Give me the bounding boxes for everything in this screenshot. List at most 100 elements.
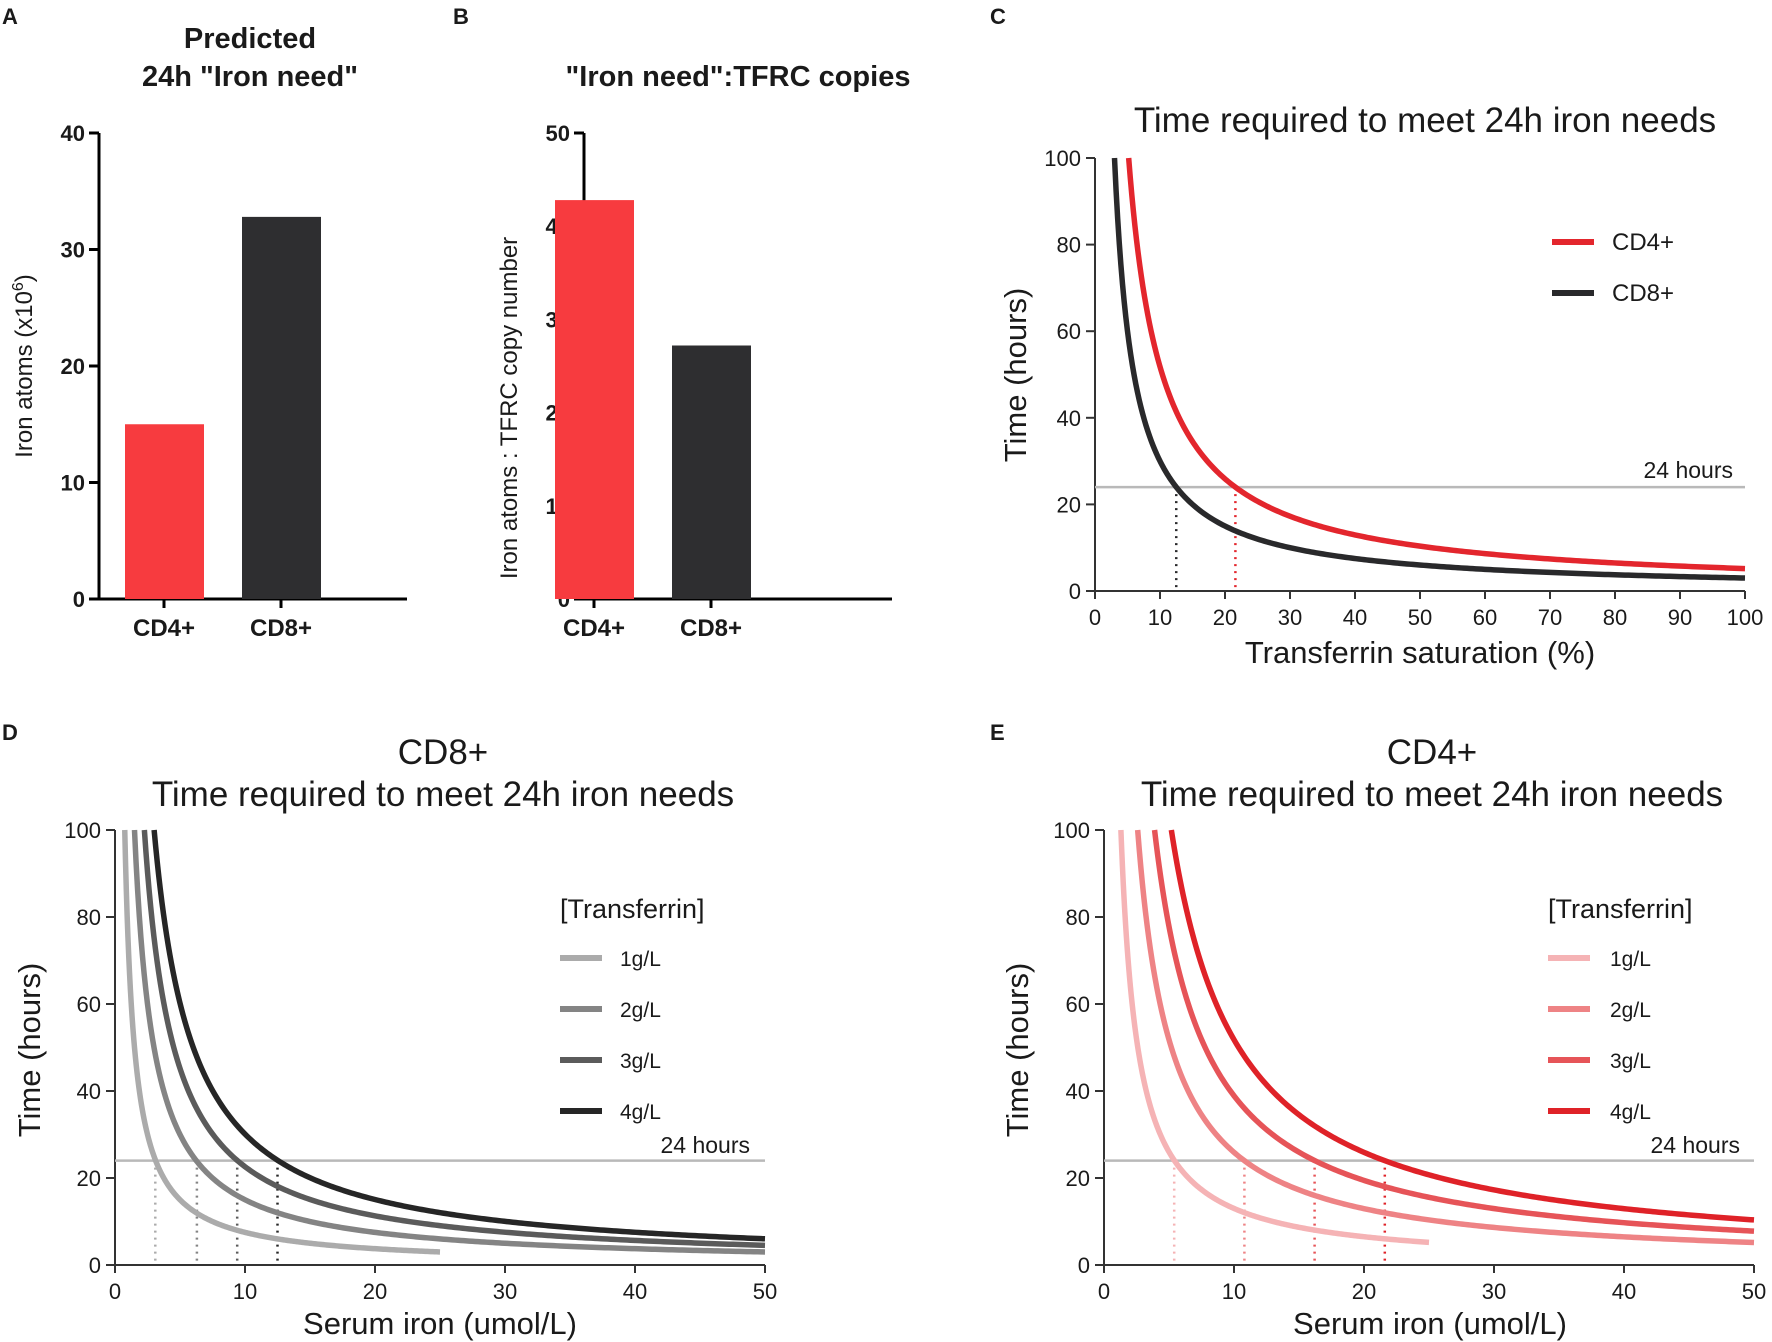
legend-label: 4g/L <box>1610 1101 1651 1124</box>
series-line-1g-per-l <box>122 829 441 1255</box>
x-tick-label: 40 <box>1612 1279 1636 1304</box>
panel-c-y-label: Time (hours) <box>998 288 1033 463</box>
x-tick-label: 30 <box>1482 1279 1506 1304</box>
y-tick-label: 0 <box>1078 1253 1090 1278</box>
x-category-label: CD4+ <box>133 615 195 642</box>
series-line-cd4-plus <box>1125 157 1746 572</box>
x-tick-label: 30 <box>1278 605 1302 630</box>
x-category-label: CD4+ <box>563 615 625 642</box>
x-tick-label: 90 <box>1668 605 1692 630</box>
y-tick-label: 20 <box>77 1166 101 1191</box>
legend-label: 3g/L <box>620 1050 661 1073</box>
y-tick-label: 10 <box>61 471 85 496</box>
panel-letter-b: B <box>453 4 469 29</box>
panel-letter-d: D <box>2 720 18 745</box>
x-tick-label: 50 <box>1408 605 1432 630</box>
y-tick-label: 60 <box>1066 992 1090 1017</box>
y-tick-label: 50 <box>546 121 570 146</box>
bar-cd4-plus <box>555 200 634 599</box>
y-tick-label: 20 <box>1066 1166 1090 1191</box>
bar-cd8-plus <box>242 216 321 599</box>
x-tick-label: 80 <box>1603 605 1627 630</box>
panel-d-x-label: Serum iron (umol/L) <box>303 1306 577 1341</box>
y-tick-label: 30 <box>61 238 85 263</box>
x-tick-label: 20 <box>1352 1279 1376 1304</box>
y-tick-label: 0 <box>1069 579 1081 604</box>
reference-line-label: 24 hours <box>1650 1132 1740 1158</box>
x-tick-label: 30 <box>493 1279 517 1304</box>
series-line-2g-per-l <box>131 829 766 1255</box>
reference-line-label: 24 hours <box>660 1132 750 1158</box>
panel-d-subtitle: Time required to meet 24h iron needs <box>152 775 734 814</box>
panel-c-x-label: Transferrin saturation (%) <box>1245 635 1595 670</box>
legend-label: 2g/L <box>620 999 661 1022</box>
panel-e-x-label: Serum iron (umol/L) <box>1293 1306 1567 1341</box>
panel-d-title: CD8+ <box>398 733 488 772</box>
legend-title: [Transferrin] <box>560 894 705 924</box>
y-tick-label: 80 <box>77 905 101 930</box>
x-tick-label: 60 <box>1473 605 1497 630</box>
panel-letter-a: A <box>2 4 18 29</box>
y-tick-label: 0 <box>73 587 85 612</box>
bar-cd4-plus <box>125 424 204 599</box>
legend-label: CD8+ <box>1612 280 1674 307</box>
series-line-cd8-plus <box>1111 157 1746 581</box>
x-tick-label: 100 <box>1727 605 1764 630</box>
panel-e-title: CD4+ <box>1387 733 1477 772</box>
x-tick-label: 0 <box>109 1279 121 1304</box>
x-tick-label: 10 <box>233 1279 257 1304</box>
panel-e-y-label: Time (hours) <box>1000 963 1035 1138</box>
y-tick-label: 40 <box>1057 406 1081 431</box>
x-category-label: CD8+ <box>680 615 742 642</box>
panel-c-title: Time required to meet 24h iron needs <box>1134 101 1716 140</box>
x-tick-label: 10 <box>1222 1279 1246 1304</box>
y-tick-label: 40 <box>61 121 85 146</box>
x-tick-label: 50 <box>1742 1279 1766 1304</box>
panel-d-y-label: Time (hours) <box>12 963 47 1138</box>
panel-letter-e: E <box>990 720 1005 745</box>
series-line-1g-per-l <box>1118 829 1430 1246</box>
y-tick-label: 40 <box>77 1079 101 1104</box>
y-tick-label: 100 <box>1053 818 1090 843</box>
panel-letter-c: C <box>990 4 1006 29</box>
series-line-3g-per-l <box>1151 829 1755 1234</box>
legend-label: 4g/L <box>620 1101 661 1124</box>
series-line-4g-per-l <box>151 829 766 1242</box>
y-tick-label: 100 <box>1044 146 1081 171</box>
y-tick-label: 60 <box>1057 319 1081 344</box>
legend-label: 1g/L <box>620 948 661 971</box>
x-tick-label: 70 <box>1538 605 1562 630</box>
x-tick-label: 0 <box>1098 1279 1110 1304</box>
x-tick-label: 0 <box>1089 605 1101 630</box>
x-tick-label: 20 <box>363 1279 387 1304</box>
panel-d-line-chart: CD8+ Time required to meet 24h iron need… <box>12 733 777 1341</box>
y-tick-label: 100 <box>64 818 101 843</box>
panel-c-line-chart: Time required to meet 24h iron needs 24 … <box>998 101 1763 670</box>
x-tick-label: 40 <box>1343 605 1367 630</box>
y-tick-label: 20 <box>61 354 85 379</box>
series-line-2g-per-l <box>1134 829 1755 1246</box>
panel-a-subtitle: 24h "Iron need" <box>142 61 358 93</box>
legend-label: 3g/L <box>1610 1050 1651 1073</box>
x-tick-label: 40 <box>623 1279 647 1304</box>
panel-e-line-chart: CD4+ Time required to meet 24h iron need… <box>1000 733 1766 1341</box>
x-category-label: CD8+ <box>250 615 312 642</box>
reference-line-label: 24 hours <box>1643 457 1733 483</box>
y-tick-label: 80 <box>1066 905 1090 930</box>
y-tick-label: 20 <box>1057 492 1081 517</box>
panel-a-title: Predicted <box>184 23 316 55</box>
y-tick-label: 40 <box>1066 1079 1090 1104</box>
y-tick-label: 0 <box>89 1253 101 1278</box>
x-tick-label: 20 <box>1213 605 1237 630</box>
series-line-3g-per-l <box>141 829 766 1249</box>
panel-b-y-label: Iron atoms : TFRC copy number <box>496 237 523 579</box>
panel-b-title: "Iron need":TFRC copies <box>566 61 911 93</box>
panel-e-subtitle: Time required to meet 24h iron needs <box>1141 775 1723 814</box>
series-line-4g-per-l <box>1168 829 1755 1223</box>
x-tick-label: 50 <box>753 1279 777 1304</box>
y-tick-label: 60 <box>77 992 101 1017</box>
panel-a-bar-chart: Predicted 24h "Iron need" 0 10 20 30 40 CD4+… <box>10 23 407 642</box>
panel-a-y-label: Iron atoms (x106) <box>10 274 38 458</box>
